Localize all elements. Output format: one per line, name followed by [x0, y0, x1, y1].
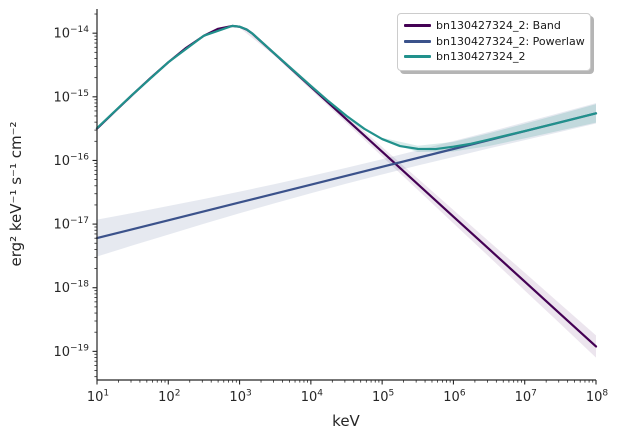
y-tick-label: 10−15 [53, 89, 89, 106]
x-tick-label: 107 [515, 389, 537, 406]
x-tick-label: 102 [158, 389, 180, 406]
y-tick-label: 10−14 [53, 25, 89, 42]
y-tick-label: 10−16 [53, 152, 89, 169]
band-curve [95, 24, 598, 348]
legend-item-band: bn130427324_2: Band [404, 18, 584, 34]
legend-item-total: bn130427324_2 [404, 49, 584, 65]
x-tick-label: 105 [372, 389, 394, 406]
x-tick-label: 101 [87, 389, 109, 406]
legend-swatch-powerlaw [404, 39, 431, 43]
y-axis-label: erg² keV⁻¹ s⁻¹ cm⁻² [7, 121, 25, 267]
legend-label-total: bn130427324_2 [436, 50, 526, 64]
x-axis-label: keV [332, 412, 360, 430]
legend-swatch-band [404, 24, 431, 28]
legend-swatch-total [404, 55, 431, 59]
legend-label-band: bn130427324_2: Band [436, 19, 561, 33]
x-tick-label: 106 [443, 389, 466, 406]
legend-label-powerlaw: bn130427324_2: Powerlaw [436, 34, 585, 48]
y-tick-label: 10−17 [53, 216, 89, 233]
y-tick-label: 10−19 [53, 343, 89, 360]
y-tick-label: 10−18 [53, 280, 89, 297]
x-tick-label: 104 [301, 389, 324, 406]
legend: bn130427324_2: Band bn130427324_2: Power… [397, 13, 591, 71]
total-uncertainty-band [382, 104, 596, 153]
legend-item-powerlaw: bn130427324_2: Powerlaw [404, 34, 585, 50]
total-curve [95, 24, 598, 151]
x-tick-label: 103 [229, 389, 251, 406]
x-tick-label: 108 [586, 389, 609, 406]
powerlaw-uncertainty-band [97, 103, 596, 257]
